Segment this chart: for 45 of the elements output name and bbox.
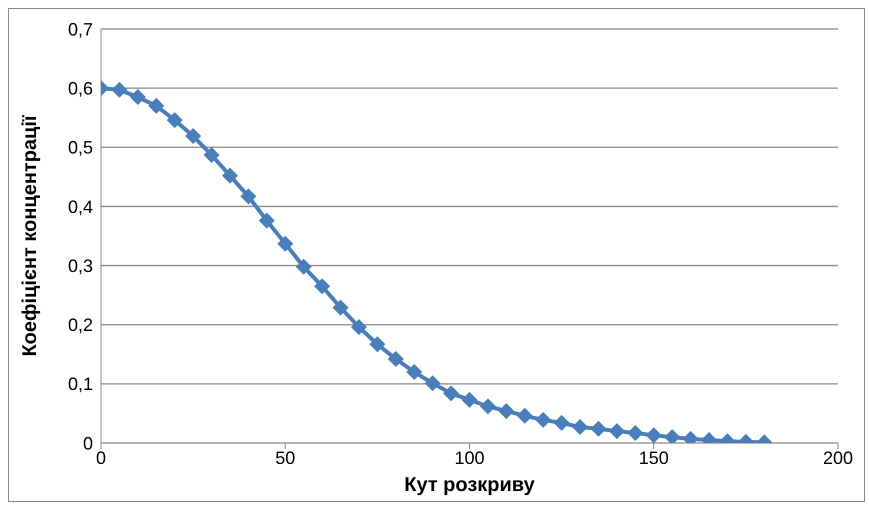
point	[572, 419, 588, 436]
x-tick-label: 150	[638, 448, 669, 468]
point	[130, 89, 146, 106]
point	[590, 420, 606, 437]
point	[535, 412, 552, 428]
point	[314, 278, 330, 294]
x-tick-label: 100	[454, 448, 485, 468]
point	[204, 146, 220, 163]
point	[332, 300, 349, 316]
point	[516, 408, 533, 424]
y-tick-label: 0,5	[68, 138, 93, 158]
point	[406, 364, 422, 380]
point	[277, 236, 294, 252]
point	[424, 375, 441, 392]
point	[258, 212, 275, 229]
point	[296, 258, 312, 275]
y-tick-label: 0,7	[68, 19, 93, 40]
y-tick-label: 0,4	[68, 196, 93, 217]
point	[646, 427, 662, 443]
point	[369, 336, 386, 352]
point	[443, 385, 460, 402]
point	[462, 392, 478, 408]
y-axis-title: Коефіцієнт концентрації	[19, 115, 42, 357]
point	[222, 168, 238, 184]
point	[498, 403, 514, 420]
point	[240, 188, 256, 204]
point	[166, 112, 183, 128]
y-tick-label: 0,2	[68, 315, 93, 336]
y-tick-label: 0,1	[68, 374, 93, 394]
x-tick-label: 0	[96, 448, 106, 468]
point	[148, 98, 164, 114]
point	[388, 351, 404, 368]
x-axis-title: Кут розкриву	[404, 474, 536, 496]
point	[554, 414, 570, 431]
point	[480, 398, 496, 414]
point	[627, 424, 644, 441]
y-tick-label: 0	[82, 433, 93, 454]
point	[350, 319, 367, 336]
point	[608, 423, 625, 440]
y-tick-label: 0,3	[68, 256, 93, 276]
x-tick-label: 50	[275, 448, 296, 468]
y-tick-label: 0,6	[68, 78, 93, 99]
point	[111, 82, 128, 98]
x-tick-label: 200	[822, 448, 854, 468]
point	[185, 128, 202, 144]
